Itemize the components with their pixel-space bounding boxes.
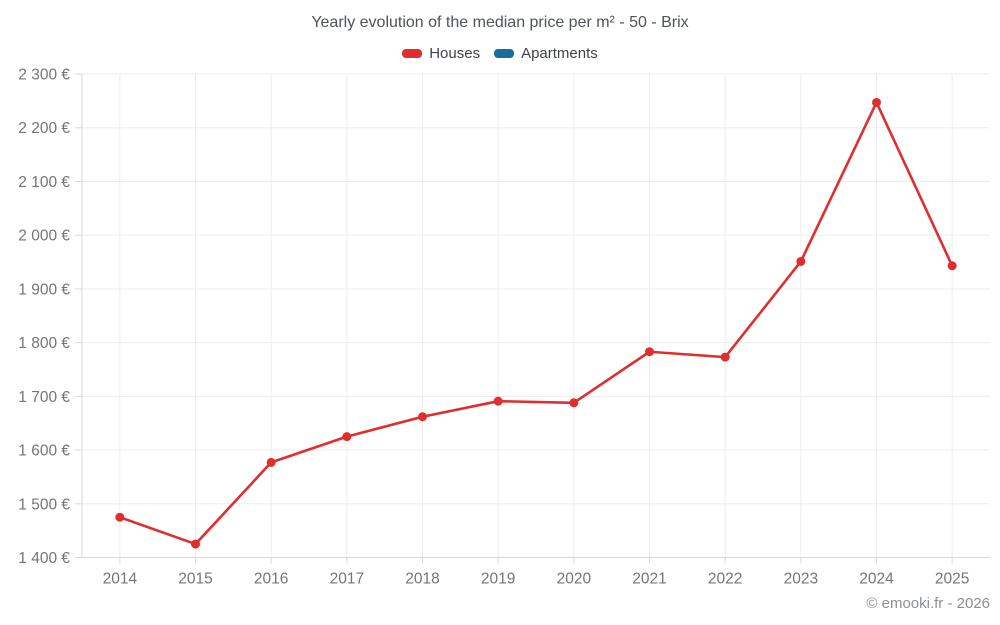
legend-label-houses: Houses [429, 45, 481, 62]
x-tick-label: 2021 [632, 571, 666, 588]
y-tick-label: 1 500 € [18, 496, 70, 513]
x-tick-label: 2014 [103, 571, 138, 588]
y-tick-label: 1 700 € [18, 389, 70, 406]
x-tick-label: 2015 [178, 571, 212, 588]
watermark: © emooki.fr - 2026 [866, 595, 990, 612]
data-point-2025[interactable] [947, 261, 957, 271]
data-point-2021[interactable] [645, 347, 654, 357]
data-point-2016[interactable] [266, 457, 276, 467]
apartments-series-swatch [494, 49, 515, 58]
x-tick-label: 2023 [784, 571, 818, 588]
data-point-2019[interactable] [493, 396, 503, 406]
x-tick-label: 2019 [481, 571, 515, 588]
y-tick-label: 2 100 € [18, 174, 70, 191]
x-tick-label: 2025 [935, 571, 969, 588]
legend-item-houses[interactable]: Houses [402, 45, 480, 62]
x-tick-label: 2024 [859, 571, 894, 588]
data-point-2024[interactable] [872, 97, 881, 107]
data-point-2022[interactable] [720, 352, 730, 362]
y-tick-label: 1 400 € [18, 550, 70, 567]
y-tick-label: 1 900 € [18, 281, 70, 298]
x-tick-label: 2020 [557, 571, 592, 588]
x-tick-label: 2017 [330, 571, 364, 588]
x-tick-label: 2016 [254, 571, 288, 588]
houses-series-swatch [402, 49, 423, 58]
series-line-houses [119, 101, 954, 546]
y-tick-label: 2 000 € [18, 228, 70, 245]
x-tick-label: 2022 [708, 571, 742, 588]
legend-label-apartments: Apartments [521, 45, 598, 62]
data-point-2023[interactable] [796, 256, 806, 266]
y-tick-label: 1 800 € [18, 335, 70, 352]
data-point-2017[interactable] [342, 432, 352, 442]
y-tick-label: 1 600 € [18, 443, 70, 460]
chart-title: Yearly evolution of the median price per… [311, 14, 689, 31]
y-tick-label: 2 300 € [18, 67, 70, 84]
data-point-2018[interactable] [418, 412, 427, 422]
data-point-2015[interactable] [191, 539, 200, 549]
y-tick-label: 2 200 € [18, 120, 70, 137]
data-point-2020[interactable] [569, 398, 579, 408]
legend: Houses Apartments [0, 45, 1000, 62]
legend-item-apartments[interactable]: Apartments [494, 45, 598, 62]
data-point-2014[interactable] [115, 512, 125, 522]
x-tick-label: 2018 [405, 571, 439, 588]
